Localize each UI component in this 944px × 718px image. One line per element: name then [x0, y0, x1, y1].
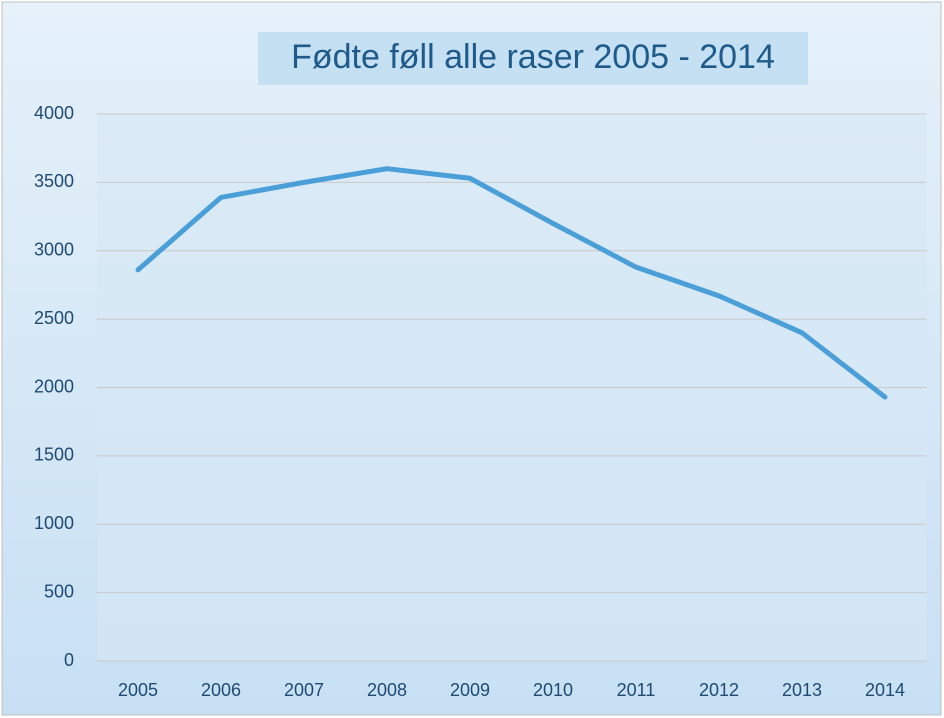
x-tick-label: 2011 — [617, 680, 656, 700]
y-tick-label: 1000 — [34, 513, 74, 533]
chart-title: Fødte føll alle raser 2005 - 2014 — [291, 38, 775, 76]
x-tick-label: 2010 — [533, 680, 573, 700]
x-tick-label: 2009 — [450, 680, 490, 700]
x-tick-label: 2007 — [284, 680, 324, 700]
x-tick-label: 2014 — [865, 680, 905, 700]
x-tick-label: 2012 — [699, 680, 739, 700]
y-tick-label: 1500 — [34, 445, 74, 465]
x-tick-label: 2008 — [367, 680, 407, 700]
y-tick-label: 0 — [64, 650, 74, 670]
x-tick-label: 2006 — [201, 680, 241, 700]
y-tick-label: 2000 — [34, 376, 74, 396]
title-box — [258, 32, 808, 85]
y-tick-label: 3000 — [34, 240, 74, 260]
x-tick-label: 2005 — [118, 680, 158, 700]
x-tick-label: 2013 — [782, 680, 822, 700]
y-tick-label: 500 — [44, 581, 74, 601]
y-tick-label: 3500 — [34, 171, 74, 191]
y-tick-label: 4000 — [34, 103, 74, 123]
data-line — [135, 166, 888, 400]
y-tick-label: 2500 — [34, 308, 74, 328]
